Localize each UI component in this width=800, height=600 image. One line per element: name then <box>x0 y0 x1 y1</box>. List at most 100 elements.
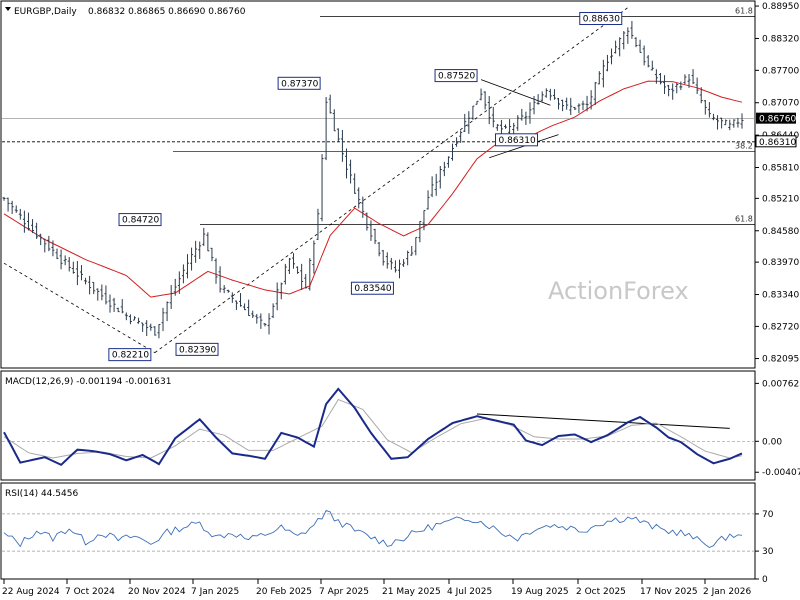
price-bar <box>377 241 381 257</box>
x-tick-label: 7 Apr 2025 <box>319 587 369 597</box>
rsi-tick-label: 30 <box>762 547 774 557</box>
rsi-line <box>3 509 743 549</box>
price-bar <box>26 212 30 231</box>
fib-label: 38.2 <box>735 142 753 151</box>
price-bar <box>185 254 189 279</box>
price-bar <box>357 187 361 209</box>
price-bar <box>581 100 585 111</box>
price-bar <box>516 115 520 131</box>
price-bar <box>263 323 267 327</box>
price-bar <box>671 83 675 100</box>
price-bar <box>43 238 47 253</box>
annotation-box <box>277 76 321 90</box>
macd-lines <box>2 387 755 466</box>
annotation-label: 0.83540 <box>350 281 394 295</box>
price-bar <box>304 274 308 289</box>
price-bar <box>483 91 487 110</box>
price-bar <box>552 89 556 100</box>
price-bar <box>630 21 634 39</box>
price-bar <box>544 88 548 98</box>
macd-tick-label: 0.007623 <box>762 379 800 389</box>
price-bar <box>532 95 536 115</box>
x-tick-label: 7 Jan 2025 <box>191 587 239 597</box>
price-bar <box>446 156 450 168</box>
price-bar <box>459 130 463 143</box>
ohlc-values: 0.86832 0.86865 0.86690 0.86760 <box>88 7 246 17</box>
price-bar <box>198 241 202 259</box>
price-bar <box>51 240 55 257</box>
price-bar <box>577 103 581 114</box>
trend-line-dashed <box>154 7 629 353</box>
price-bar <box>218 266 222 293</box>
level-label: 0.86310 <box>759 138 796 148</box>
price-tick-label: 0.88320 <box>762 34 799 44</box>
macd-axis: 0.007623 0.00 -0.004073 <box>755 379 800 478</box>
macd-main-line <box>3 387 743 466</box>
price-bar <box>561 99 565 112</box>
price-bar <box>353 173 357 194</box>
price-bar <box>190 247 194 271</box>
price-bar <box>116 307 120 313</box>
price-bar <box>667 84 671 97</box>
rsi-lines <box>2 509 755 552</box>
moving-average <box>3 80 743 298</box>
price-bar <box>259 313 263 329</box>
price-bar <box>308 258 312 291</box>
fib-label: 61.8 <box>735 215 753 224</box>
price-bar <box>340 130 344 162</box>
price-bar <box>349 159 353 184</box>
macd-panel-frame <box>0 370 756 481</box>
x-tick-label: 21 May 2025 <box>382 587 441 597</box>
macd-header: MACD(12,26,9) -0.001194 -0.001631 <box>5 377 171 387</box>
price-bar <box>137 317 141 324</box>
annotation-label: 0.86310 <box>495 133 539 147</box>
price-bar <box>675 82 679 94</box>
price-bar <box>573 106 577 111</box>
price-bar <box>124 312 128 321</box>
price-bar <box>234 300 238 310</box>
annotation-box <box>118 213 162 227</box>
price-bar <box>18 208 22 220</box>
x-tick-label: 17 Nov 2025 <box>640 587 698 597</box>
price-bar <box>79 265 83 281</box>
price-bar <box>634 37 638 48</box>
annotation-text: 0.88630 <box>583 15 620 25</box>
price-bar <box>495 124 499 131</box>
price-bar <box>687 74 691 88</box>
annotation-box <box>108 348 152 362</box>
fib-label: 61.8 <box>735 6 753 15</box>
price-bar <box>149 323 153 331</box>
price-bar <box>92 281 96 295</box>
price-bar <box>145 320 149 337</box>
price-bar <box>10 200 14 214</box>
price-bar <box>540 91 544 102</box>
price-bar <box>214 258 218 284</box>
rsi-tick-label: 70 <box>762 510 774 520</box>
price-bar <box>128 314 132 325</box>
price-bar <box>442 161 446 177</box>
annotation-box <box>350 281 394 295</box>
level-marker: 0.86310 <box>755 135 797 148</box>
price-bar <box>548 88 552 101</box>
triangle-upper-line <box>480 79 551 106</box>
price-bar <box>393 260 397 273</box>
macd-signal-line <box>3 398 743 459</box>
price-bar <box>104 285 108 305</box>
price-bar <box>279 282 283 300</box>
price-bar <box>385 252 389 269</box>
x-tick-label: 4 Jul 2025 <box>447 587 492 597</box>
price-bar <box>589 90 593 110</box>
price-bar <box>324 97 328 161</box>
price-bar <box>194 240 198 263</box>
price-bar <box>373 228 377 245</box>
price-bar <box>614 40 618 54</box>
annotation-text: 0.83540 <box>354 284 391 294</box>
rsi-header: RSI(14) 44.5456 <box>5 489 78 499</box>
price-bar <box>157 324 161 339</box>
price-bar <box>332 109 336 132</box>
price-bar <box>22 210 26 233</box>
price-bar <box>169 285 173 310</box>
trend-line-dashed <box>3 262 156 353</box>
x-tick-label: 22 Aug 2024 <box>2 587 60 597</box>
price-bar <box>557 97 561 110</box>
